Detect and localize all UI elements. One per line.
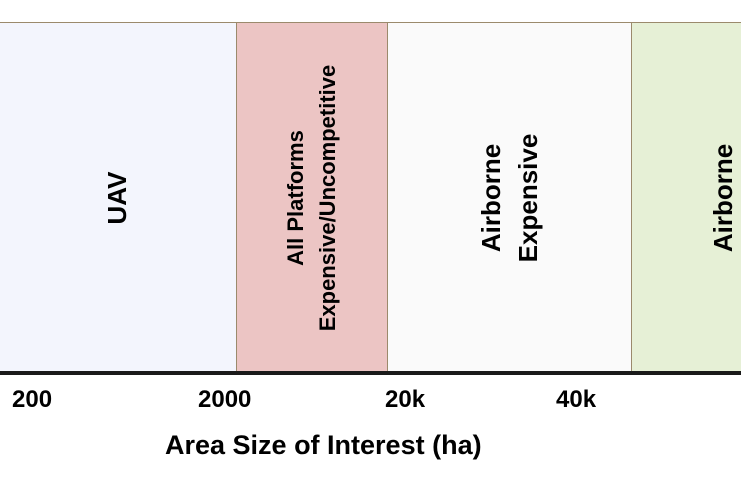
x-axis-title: Area Size of Interest (ha) bbox=[165, 430, 482, 460]
tick-label-200: 200 bbox=[12, 386, 53, 413]
tick-label-40k: 40k bbox=[556, 386, 597, 413]
band-all-platforms-label-line-1: All Platforms bbox=[283, 129, 309, 266]
band-airborne-expensive-label: Airborne Expensive bbox=[473, 133, 547, 262]
band-uav-label-line-1: UAV bbox=[101, 171, 132, 224]
band-airborne-label: Airborne bbox=[708, 143, 739, 252]
tick-label-2000: 2000 bbox=[198, 386, 252, 413]
band-all-platforms: All Platforms Expensive/Uncompetitive bbox=[236, 22, 388, 372]
tick-label-20k: 20k bbox=[385, 386, 426, 413]
band-uav: UAV bbox=[0, 22, 237, 372]
band-airborne-label-line-1: Airborne bbox=[708, 143, 739, 252]
band-all-platforms-label: All Platforms Expensive/Uncompetitive bbox=[280, 64, 344, 331]
band-airborne-expensive: Airborne Expensive bbox=[387, 22, 632, 372]
band-airborne: Airborne bbox=[631, 22, 741, 372]
band-all-platforms-label-line-2: Expensive/Uncompetitive bbox=[315, 64, 340, 331]
band-airborne-expensive-label-line-2: Expensive bbox=[512, 133, 543, 262]
band-airborne-expensive-label-line-1: Airborne bbox=[475, 143, 506, 252]
x-axis-line bbox=[0, 371, 741, 375]
band-uav-label: UAV bbox=[101, 171, 133, 224]
